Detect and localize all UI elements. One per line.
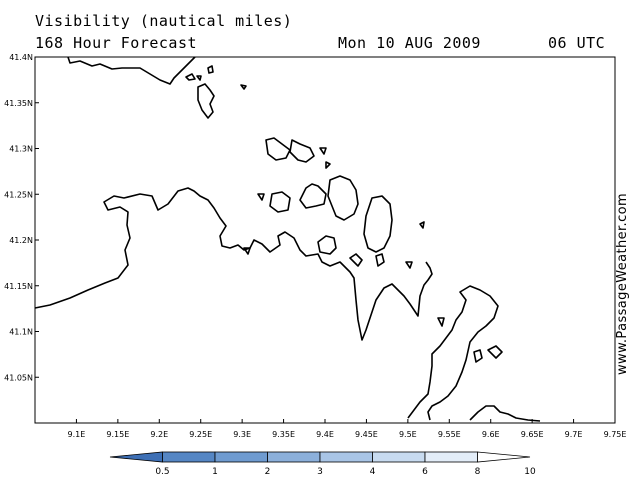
colorbar-label: 8 <box>475 467 481 477</box>
lon-tick-label: 9.5E <box>399 430 417 439</box>
islet <box>197 83 215 119</box>
lon-tick-label: 9.75E <box>604 430 627 439</box>
chart-title: Visibility (nautical miles) <box>35 12 293 30</box>
colorbar-label: 4 <box>370 467 376 477</box>
island-small <box>243 247 251 255</box>
island-caprera <box>327 175 359 221</box>
forecast-hour: 168 Hour Forecast <box>35 34 198 52</box>
lon-tick-label: 9.2E <box>150 430 168 439</box>
lon-tick-label: 9.6E <box>482 430 500 439</box>
island-small <box>487 345 503 359</box>
lon-tick-label: 9.35E <box>272 430 295 439</box>
colorbar-segment <box>319 451 373 463</box>
island-maddalena <box>299 183 327 209</box>
lat-tick-label: 41.2N <box>9 236 33 245</box>
lon-tick-label: 9.25E <box>189 430 212 439</box>
island-small <box>269 191 291 213</box>
colorbar-label: 3 <box>317 467 323 477</box>
coast-sardinia-north <box>407 285 499 421</box>
islet <box>196 75 202 81</box>
map-frame <box>34 56 616 424</box>
forecast-date: Mon 10 AUG 2009 <box>338 34 481 52</box>
island-small <box>405 261 413 269</box>
lon-tick-label: 9.3E <box>233 430 251 439</box>
island-small <box>349 253 363 267</box>
latitude-ticks: 41.4N 41.35N 41.3N 41.25N 41.2N 41.15N 41.1N 41… <box>4 53 39 382</box>
colorbar: 0.5 1 2 3 4 6 8 10 <box>109 451 536 477</box>
coast-sardinia-east <box>469 405 541 422</box>
lat-tick-label: 41.05N <box>4 373 33 382</box>
colorbar-segment <box>267 451 321 463</box>
forecast-time: 06 UTC <box>548 34 606 52</box>
island-small <box>289 139 315 163</box>
colorbar-label: 0.5 <box>155 467 169 477</box>
coast-north <box>67 56 196 85</box>
island-small <box>257 193 265 201</box>
colorbar-segment <box>424 451 478 463</box>
colorbar-segment <box>162 451 216 463</box>
coast-corsica-south <box>34 187 433 341</box>
colorbar-label: 10 <box>524 467 536 477</box>
colorbar-label: 1 <box>212 467 218 477</box>
lon-tick-label: 9.65E <box>521 430 544 439</box>
lat-tick-label: 41.3N <box>9 145 33 154</box>
colorbar-segment <box>214 451 268 463</box>
lon-tick-label: 9.45E <box>355 430 378 439</box>
lon-tick-label: 9.4E <box>316 430 334 439</box>
lat-tick-label: 41.15N <box>4 282 33 291</box>
colorbar-segment <box>372 451 426 463</box>
watermark-text: www.PassageWeather.com <box>615 192 630 375</box>
island-east <box>363 195 393 253</box>
colorbar-segment <box>109 451 163 463</box>
island-south <box>317 235 337 255</box>
coastline <box>34 56 541 422</box>
colorbar-segment <box>477 451 531 463</box>
island-small <box>419 221 425 229</box>
lat-tick-label: 41.4N <box>9 53 33 62</box>
island-small <box>319 147 327 155</box>
lon-tick-label: 9.55E <box>438 430 461 439</box>
islet <box>185 73 196 81</box>
lon-tick-label: 9.1E <box>68 430 86 439</box>
lat-tick-label: 41.25N <box>4 190 33 199</box>
colorbar-label: 2 <box>265 467 271 477</box>
lon-tick-label: 9.15E <box>106 430 129 439</box>
island-small <box>265 137 291 161</box>
lat-tick-label: 41.1N <box>9 328 33 337</box>
islet <box>240 84 247 90</box>
island-small <box>375 253 385 267</box>
island-small <box>325 161 331 169</box>
islet <box>207 65 214 74</box>
lat-tick-label: 41.35N <box>4 99 33 108</box>
colorbar-label: 6 <box>422 467 428 477</box>
lon-tick-label: 9.7E <box>565 430 583 439</box>
island-small <box>473 349 483 363</box>
longitude-ticks: 9.1E 9.15E 9.2E 9.25E 9.3E 9.35E 9.4E 9.45E 9.5E… <box>68 419 627 439</box>
island-small <box>437 317 445 327</box>
